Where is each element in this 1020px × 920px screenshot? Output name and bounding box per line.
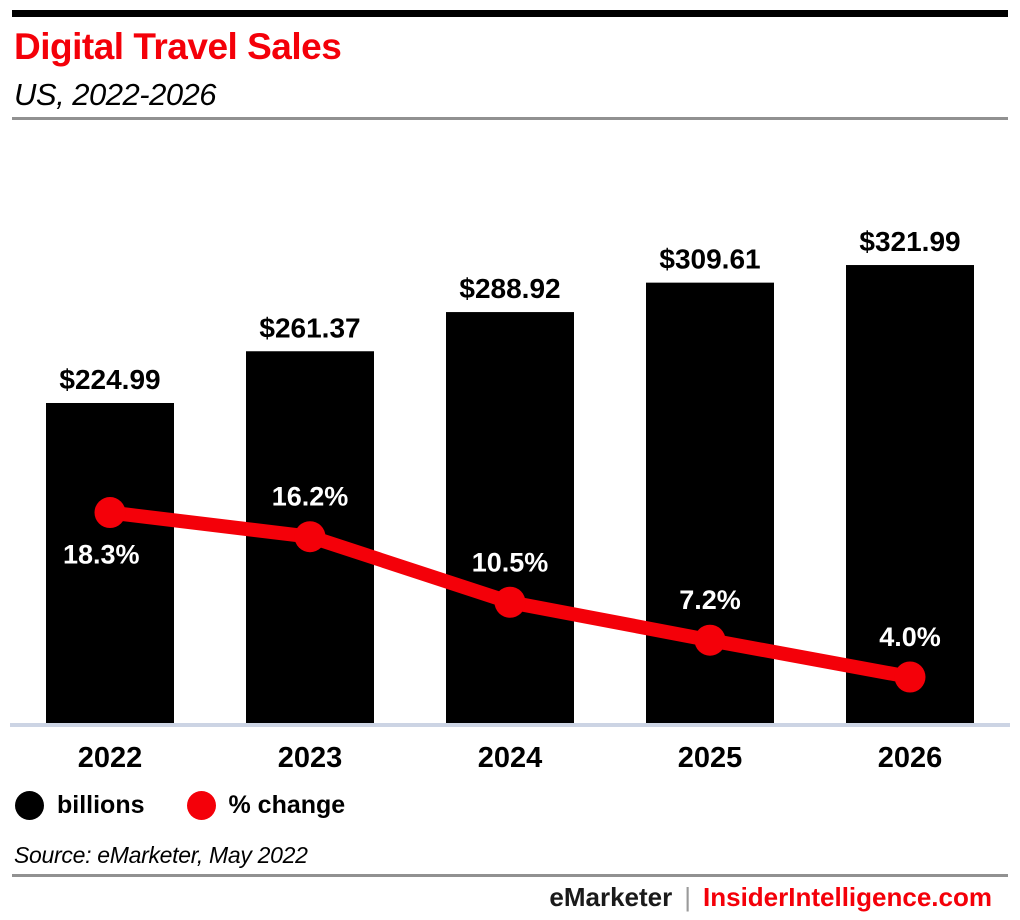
brand-insiderintelligence-link[interactable]: InsiderIntelligence.com bbox=[703, 882, 992, 912]
pct-label-2026: 4.0% bbox=[879, 622, 941, 652]
header-divider bbox=[12, 117, 1008, 120]
pct-label-2022: 18.3% bbox=[63, 540, 140, 570]
line-marker-2022 bbox=[94, 497, 126, 529]
line-marker-2023 bbox=[294, 521, 326, 553]
bar-value-label-2022: $224.99 bbox=[59, 364, 160, 395]
legend: billions % change bbox=[15, 789, 345, 821]
legend-swatch-icon bbox=[15, 790, 44, 820]
line-marker-2025 bbox=[694, 624, 726, 656]
bar-value-label-2024: $288.92 bbox=[459, 273, 560, 304]
chart-title: Digital Travel Sales bbox=[14, 26, 342, 67]
bar-2026 bbox=[846, 265, 974, 723]
legend-item-1: % change bbox=[186, 790, 346, 820]
bar-2022 bbox=[46, 402, 174, 723]
brand-footer: eMarketer | InsiderIntelligence.com bbox=[549, 882, 992, 913]
x-axis-label-2023: 2023 bbox=[278, 742, 343, 774]
bar-value-label-2025: $309.61 bbox=[659, 244, 760, 275]
bar-2024 bbox=[446, 312, 574, 723]
x-axis-label-2022: 2022 bbox=[78, 742, 143, 774]
bar-value-label-2026: $321.99 bbox=[859, 226, 960, 257]
pct-label-2025: 7.2% bbox=[679, 585, 741, 615]
top-accent-bar bbox=[12, 10, 1008, 17]
pct-label-2024: 10.5% bbox=[472, 547, 549, 577]
line-marker-2026 bbox=[894, 661, 926, 693]
legend-label: billions bbox=[57, 790, 145, 819]
legend-item-0: billions bbox=[15, 790, 145, 820]
x-axis-label-2026: 2026 bbox=[878, 742, 943, 774]
brand-emarketer: eMarketer bbox=[549, 882, 673, 912]
brand-separator: | bbox=[684, 882, 692, 912]
bar-line-combo-chart: $224.99 $261.37 $288.92 $309.61 $321.99 18.3%… bbox=[10, 226, 1010, 774]
source-note: Source: eMarketer, May 2022 bbox=[14, 842, 308, 868]
legend-swatch-icon bbox=[186, 790, 216, 820]
x-axis-label-2024: 2024 bbox=[478, 742, 543, 774]
x-axis-label-2025: 2025 bbox=[678, 742, 743, 774]
line-marker-2024 bbox=[494, 586, 526, 618]
pct-label-2023: 16.2% bbox=[272, 482, 349, 512]
footer-divider bbox=[12, 874, 1008, 877]
chart-subtitle: US, 2022-2026 bbox=[14, 77, 217, 112]
bar-2025 bbox=[646, 282, 774, 723]
legend-label: % change bbox=[228, 790, 346, 819]
bar-value-label-2023: $261.37 bbox=[259, 312, 360, 343]
